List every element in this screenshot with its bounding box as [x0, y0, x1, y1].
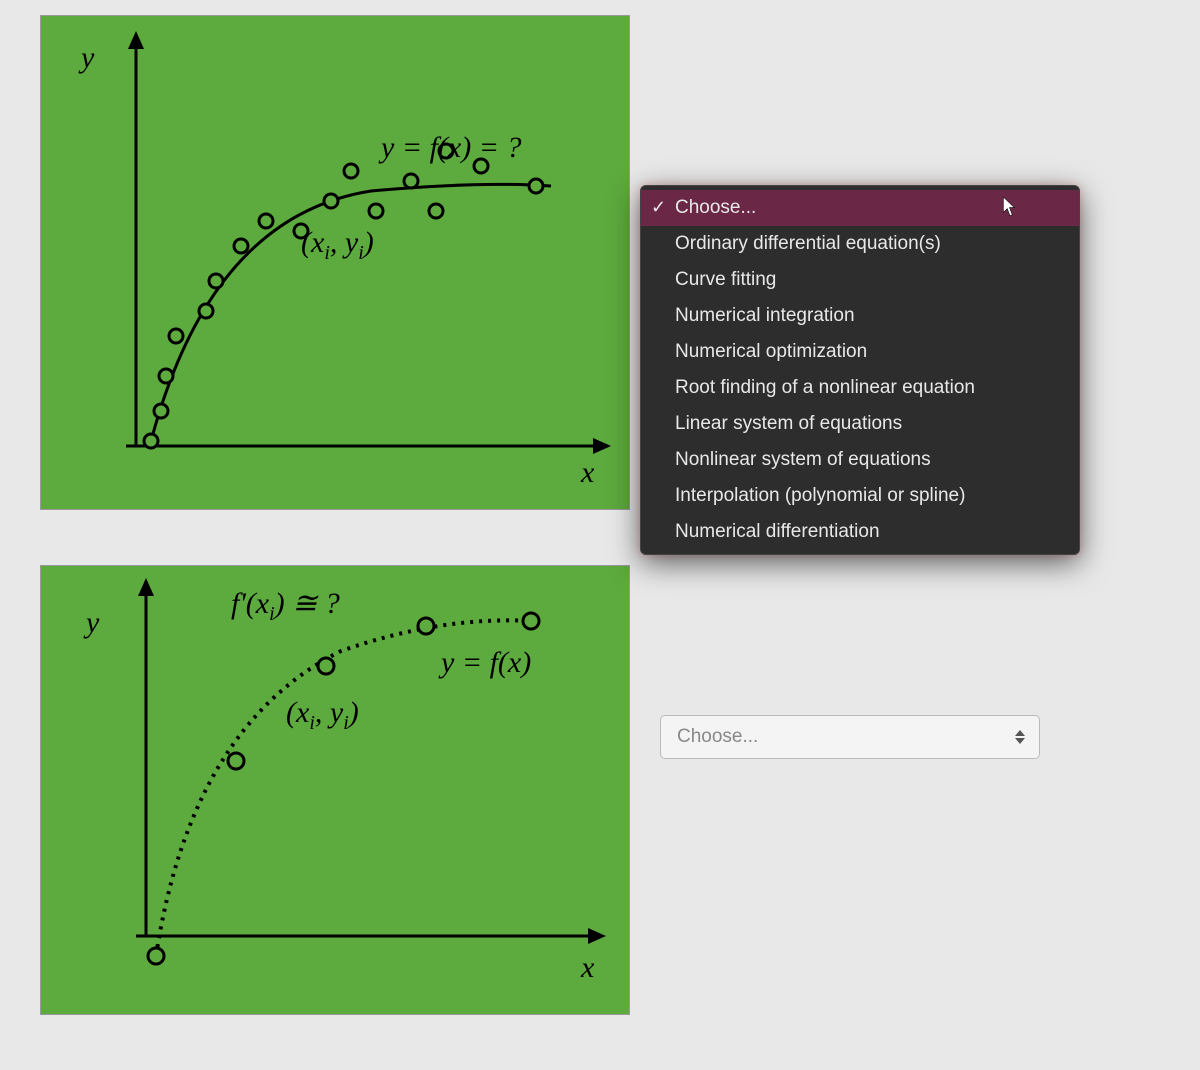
chart1-equation: y = f(x) = ? — [381, 131, 521, 165]
dropdown-option-nonlinear-system[interactable]: Nonlinear system of equations — [641, 442, 1079, 478]
cursor-icon — [1001, 196, 1019, 218]
dropdown-option-differentiation[interactable]: Numerical differentiation — [641, 514, 1079, 550]
method-select-closed[interactable]: Choose... — [660, 715, 1040, 759]
page-background: y x y = f(x) = ? (xi, yi) y x f'(xi) ≅ ?… — [0, 0, 1200, 1070]
chart2-derivative-label: f'(xi) ≅ ? — [231, 586, 340, 626]
dropdown-option-label: Nonlinear system of equations — [675, 449, 931, 470]
chart2-curve-label: y = f(x) — [441, 646, 531, 680]
dropdown-option-label: Choose... — [675, 197, 756, 218]
dropdown-option-label: Ordinary differential equation(s) — [675, 233, 941, 254]
dropdown-option-curve-fitting[interactable]: Curve fitting — [641, 262, 1079, 298]
dropdown-option-label: Linear system of equations — [675, 413, 902, 434]
method-dropdown-open[interactable]: Choose... Ordinary differential equation… — [640, 185, 1080, 555]
chart-curve-fitting: y x y = f(x) = ? (xi, yi) — [40, 15, 630, 510]
dropdown-option-root-finding[interactable]: Root finding of a nonlinear equation — [641, 370, 1079, 406]
dropdown-option-optimization[interactable]: Numerical optimization — [641, 334, 1079, 370]
chart1-point-label: (xi, yi) — [301, 226, 374, 265]
dropdown-option-choose[interactable]: Choose... — [641, 190, 1079, 226]
dropdown-option-label: Numerical differentiation — [675, 521, 880, 542]
chart1-x-label: x — [581, 456, 594, 490]
dropdown-option-label: Root finding of a nonlinear equation — [675, 377, 975, 398]
chart1-y-label: y — [81, 41, 94, 75]
dropdown-option-linear-system[interactable]: Linear system of equations — [641, 406, 1079, 442]
dropdown-option-label: Numerical integration — [675, 305, 855, 326]
dropdown-option-integration[interactable]: Numerical integration — [641, 298, 1079, 334]
dropdown-option-interpolation[interactable]: Interpolation (polynomial or spline) — [641, 478, 1079, 514]
chart2-point-label: (xi, yi) — [286, 696, 359, 735]
dropdown-option-label: Curve fitting — [675, 269, 776, 290]
dropdown-option-ode[interactable]: Ordinary differential equation(s) — [641, 226, 1079, 262]
chart2-axes — [41, 566, 631, 1016]
dropdown-option-label: Numerical optimization — [675, 341, 867, 362]
chart2-y-label: y — [86, 606, 99, 640]
chart2-x-label: x — [581, 951, 594, 985]
chart-differentiation: y x f'(xi) ≅ ? y = f(x) (xi, yi) — [40, 565, 630, 1015]
select-arrows-icon — [1015, 730, 1025, 744]
select-placeholder: Choose... — [677, 726, 758, 747]
dropdown-option-label: Interpolation (polynomial or spline) — [675, 485, 965, 506]
